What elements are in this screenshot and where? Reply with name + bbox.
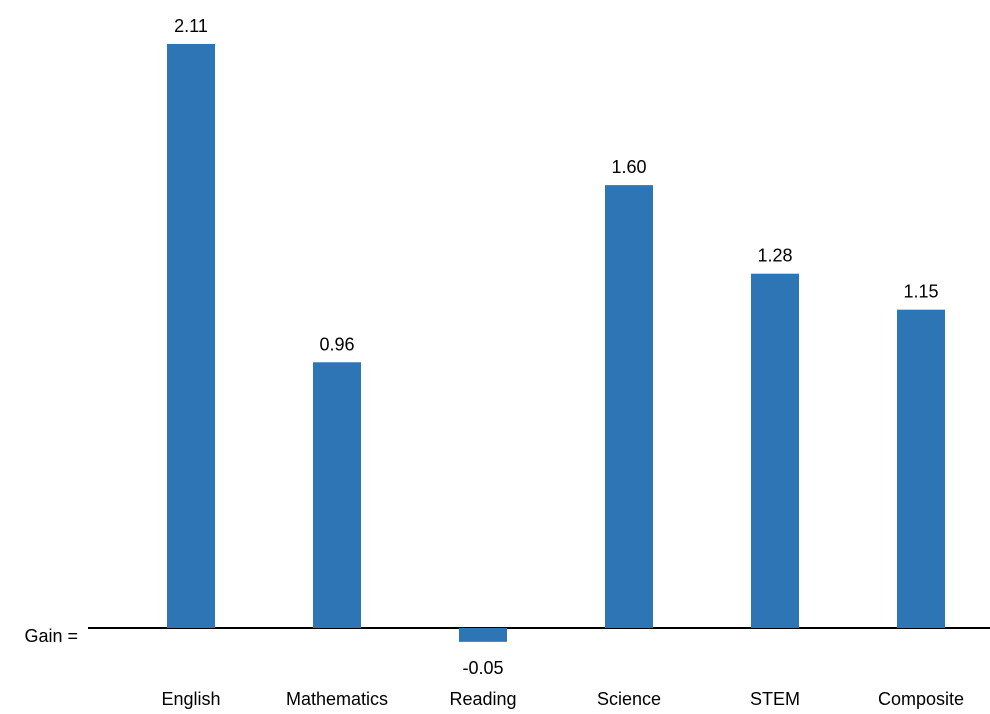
value-label-composite: 1.15	[903, 282, 938, 302]
value-label-english: 2.11	[174, 16, 208, 36]
bar-composite	[897, 309, 945, 628]
category-label-science: Science	[597, 689, 661, 709]
value-label-reading: -0.05	[462, 658, 503, 678]
bar-group	[167, 43, 945, 642]
value-label-group: 2.11 0.96 -0.05 1.60 1.28 1.15	[174, 16, 938, 678]
category-label-group: English Mathematics Reading Science STEM Comp…	[161, 689, 964, 709]
value-label-mathematics: 0.96	[319, 334, 354, 354]
category-label-stem: STEM	[750, 689, 800, 709]
category-label-reading: Reading	[449, 689, 516, 709]
bar-english	[167, 43, 215, 628]
bar-stem	[751, 273, 799, 628]
bar-science	[605, 185, 653, 628]
bar-reading	[459, 628, 507, 642]
value-label-science: 1.60	[611, 157, 646, 177]
bar-mathematics	[313, 362, 361, 628]
category-label-composite: Composite	[878, 689, 964, 709]
value-label-stem: 1.28	[757, 246, 792, 266]
category-label-english: English	[161, 689, 220, 709]
category-label-mathematics: Mathematics	[286, 689, 388, 709]
baseline-label: Gain =	[24, 626, 78, 646]
